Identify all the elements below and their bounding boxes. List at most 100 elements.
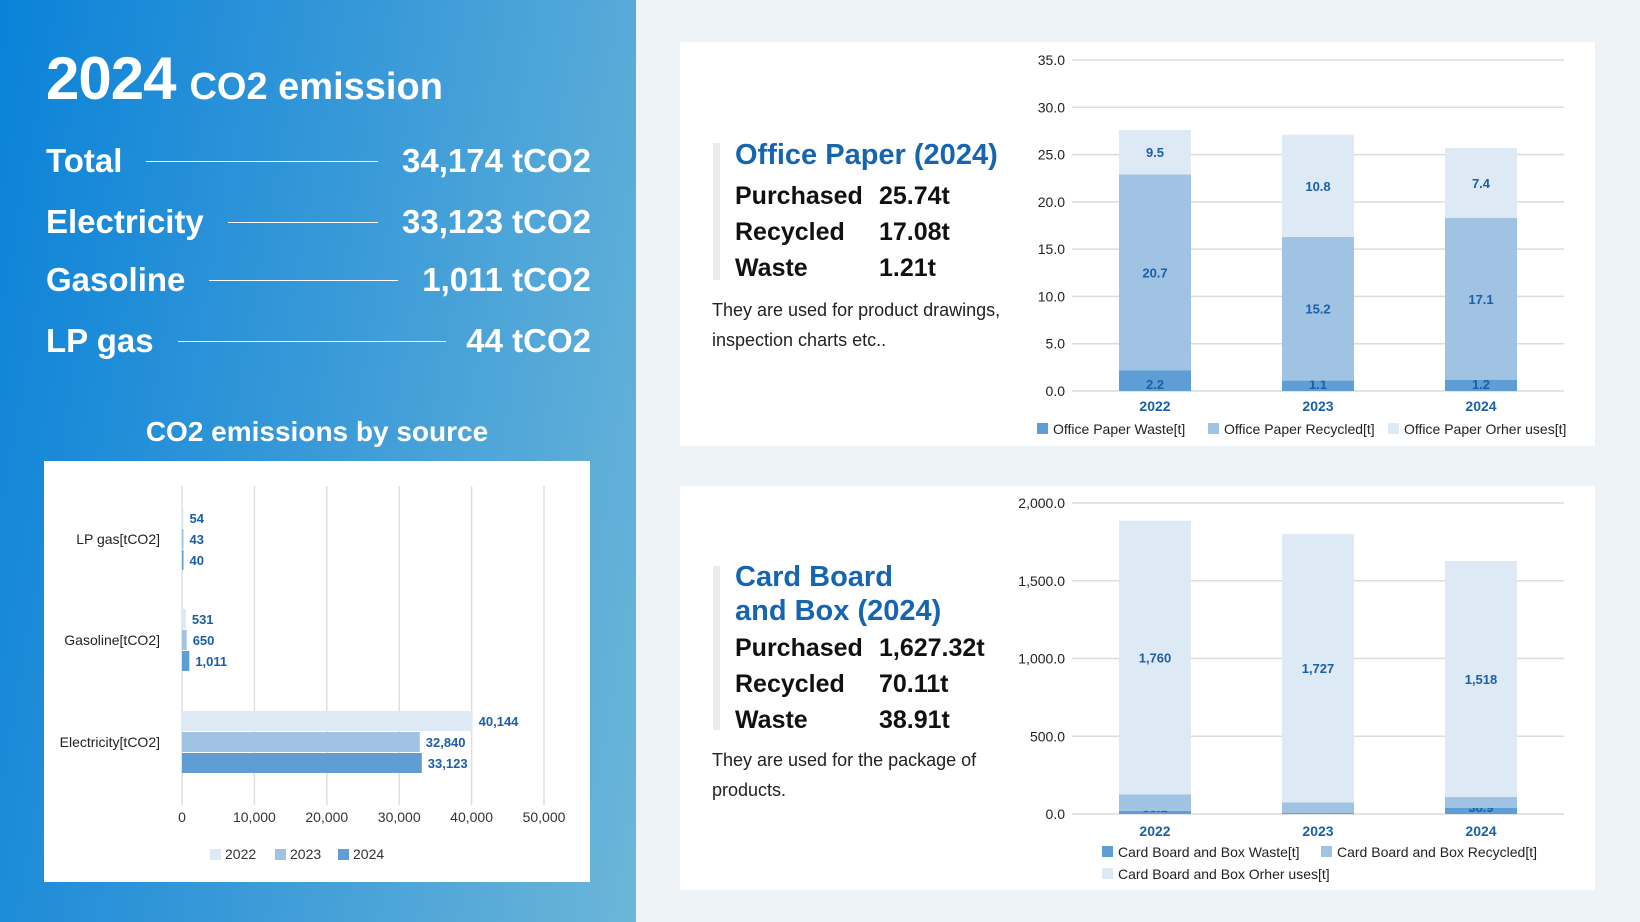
- legend-swatch: [338, 849, 349, 860]
- card-title-line1: Card Board: [735, 561, 893, 593]
- bar-segment: [1119, 520, 1191, 795]
- recycled-row: Recycled 70.11t: [735, 670, 949, 698]
- row-label: Total: [46, 142, 123, 179]
- row-label: LP gas: [46, 322, 154, 359]
- data-label: 40,144: [479, 714, 520, 729]
- x-category-label: 2024: [1465, 398, 1496, 414]
- legend-swatch: [275, 849, 286, 860]
- description: They are used for product drawings, insp…: [712, 300, 1001, 350]
- office-paper-card: 0.0 5.0 10.0 15.0 20.0 25.0 30.0 35.0 2.2 20.7 9.5…: [680, 42, 1595, 446]
- total-row: Total 34,174 tCO2: [46, 141, 591, 181]
- legend-label: Office Paper Recycled[t]: [1224, 421, 1375, 437]
- divider: [146, 160, 379, 162]
- page-title: 2024 CO2 emission: [46, 44, 443, 113]
- data-label: 20.7: [1142, 265, 1167, 280]
- bar-segment: [1119, 129, 1191, 175]
- legend-label: Office Paper Waste[t]: [1053, 421, 1185, 437]
- row-value: 33,123 tCO2: [402, 203, 591, 240]
- accent-bar: [713, 566, 720, 730]
- legend-swatch: [1037, 423, 1048, 434]
- bar-segment: [1282, 134, 1354, 237]
- bar-segment: [1282, 802, 1354, 813]
- data-label: 1,760: [1139, 651, 1172, 666]
- data-label: 7.4: [1472, 176, 1491, 191]
- summary-panel: 2024 CO2 emission Total 34,174 tCO2 Electr…: [0, 0, 636, 922]
- data-label: 15.2: [1305, 302, 1330, 317]
- bar-segment: [1282, 812, 1354, 814]
- waste-row: Waste 38.91t: [735, 706, 950, 734]
- bar-segment: [1445, 147, 1517, 218]
- card-title-line2: and Box (2024): [735, 595, 942, 627]
- bar-segment: [1445, 379, 1517, 391]
- waste-row: Waste 1.21t: [735, 254, 936, 282]
- category-label: Electricity[tCO2]: [60, 734, 160, 750]
- x-tick-label: 30,000: [378, 809, 421, 825]
- data-label: 1.2: [1472, 377, 1490, 392]
- card-title: Office Paper (2024): [735, 139, 998, 171]
- x-tick-label: 20,000: [305, 809, 348, 825]
- data-label: 1,727: [1302, 661, 1335, 676]
- data-label: 1.1: [1309, 377, 1327, 392]
- bar-2023-1: [182, 630, 187, 650]
- y-tick-label: 35.0: [1038, 52, 1065, 68]
- y-tick-label: 1,500.0: [1018, 573, 1065, 589]
- bar-2022-0: [182, 508, 184, 528]
- data-label: 43: [190, 532, 204, 547]
- y-tick-label: 20.0: [1038, 194, 1065, 210]
- data-label: 40: [190, 553, 204, 568]
- bar-segment: [1119, 370, 1191, 391]
- data-label: 650: [193, 633, 215, 648]
- y-tick-label: 25.0: [1038, 147, 1065, 163]
- chart-title: CO2 emissions by source: [145, 416, 489, 447]
- bar-segment: [1119, 794, 1191, 811]
- bar-2023-2: [182, 732, 420, 752]
- row-value: 34,174 tCO2: [402, 142, 591, 179]
- x-tick-label: 50,000: [523, 809, 566, 825]
- recycled-row: Recycled 17.08t: [735, 218, 950, 246]
- bar-segment: [1119, 174, 1191, 371]
- electricity-row: Electricity 33,123 tCO2: [46, 202, 591, 242]
- legend-label: Card Board and Box Recycled[t]: [1337, 844, 1537, 860]
- y-tick-label: 1,000.0: [1018, 651, 1065, 667]
- data-label: 32,840: [426, 735, 466, 750]
- x-category-label: 2023: [1302, 398, 1333, 414]
- legend-label: 2023: [290, 846, 321, 862]
- bar-segment: [1282, 236, 1354, 381]
- bar-segment: [1445, 217, 1517, 380]
- data-label: 2.2: [1146, 377, 1164, 392]
- y-tick-label: 500.0: [1030, 728, 1065, 744]
- legend-label: Card Board and Box Orher uses[t]: [1118, 866, 1330, 882]
- lpgas-row: LP gas 44 tCO2: [46, 321, 591, 361]
- divider: [209, 279, 399, 281]
- bar-2022-1: [182, 609, 186, 629]
- bar-2024-2: [182, 753, 422, 773]
- y-tick-label: 0.0: [1046, 806, 1066, 822]
- gasoline-row: Gasoline 1,011 tCO2: [46, 260, 591, 300]
- y-tick-label: 15.0: [1038, 241, 1065, 257]
- row-label: Electricity: [46, 203, 204, 240]
- bar-2022-2: [182, 711, 473, 731]
- y-tick-label: 2,000.0: [1018, 495, 1065, 511]
- data-label: 17.1: [1468, 292, 1493, 307]
- category-label: Gasoline[tCO2]: [64, 632, 160, 648]
- legend-swatch: [1388, 423, 1399, 434]
- data-label: 1,011: [195, 654, 227, 669]
- y-tick-label: 0.0: [1046, 383, 1066, 399]
- data-label: 1,518: [1465, 672, 1498, 687]
- bar-segment: [1282, 380, 1354, 391]
- x-category-label: 2023: [1302, 823, 1333, 839]
- legend-label: 2022: [225, 846, 256, 862]
- bar-segment: [1282, 533, 1354, 803]
- x-category-label: 2024: [1465, 823, 1496, 839]
- row-label: Gasoline: [46, 261, 186, 298]
- x-tick-label: 10,000: [233, 809, 276, 825]
- title-text: CO2 emission: [189, 66, 443, 108]
- legend-swatch: [1102, 846, 1113, 857]
- x-tick-label: 40,000: [450, 809, 493, 825]
- legend-swatch: [210, 849, 221, 860]
- bar-2024-1: [182, 651, 190, 671]
- legend-swatch: [1321, 846, 1332, 857]
- data-label: 9.5: [1146, 145, 1164, 160]
- legend-swatch: [1102, 868, 1113, 879]
- x-category-label: 2022: [1139, 823, 1170, 839]
